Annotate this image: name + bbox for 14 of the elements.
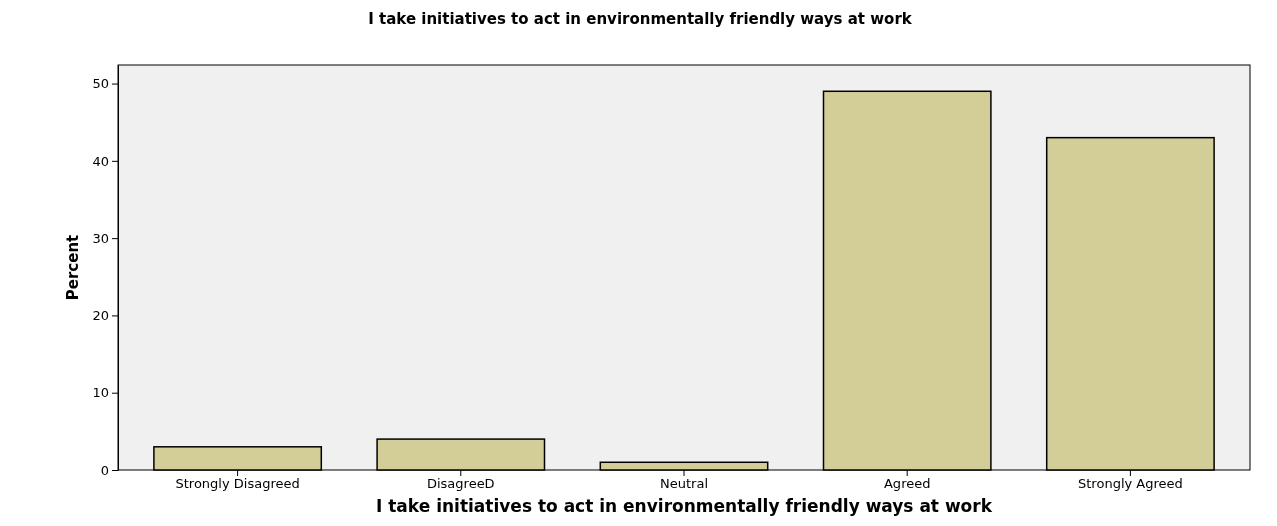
- y-tick-label: 50: [92, 76, 109, 92]
- x-tick-label: Strongly Disagreed: [175, 476, 300, 492]
- y-tick-label: 40: [92, 153, 109, 169]
- x-axis-title: I take initiatives to act in environmentally friendly ways at work: [376, 496, 993, 516]
- chart-title: I take initiatives to act in environmentally friendly ways at work: [368, 10, 913, 28]
- x-tick-label: Agreed: [883, 476, 931, 492]
- y-axis-title: Percent: [64, 234, 82, 301]
- x-tick-label: Strongly Agreed: [1078, 476, 1183, 492]
- y-tick-label: 30: [92, 230, 109, 246]
- x-tick-label: DisagreeD: [426, 476, 495, 492]
- y-tick-label: 20: [92, 308, 109, 324]
- y-tick-label: 10: [92, 385, 109, 401]
- x-tick-label: Neutral: [660, 476, 708, 492]
- y-tick-label: 0: [100, 462, 109, 478]
